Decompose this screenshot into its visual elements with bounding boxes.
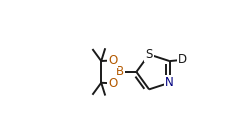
Text: N: N [165,76,174,89]
Text: O: O [108,77,117,90]
Text: B: B [116,65,124,78]
Text: S: S [145,48,153,61]
Text: O: O [108,54,117,67]
Text: D: D [178,53,187,66]
